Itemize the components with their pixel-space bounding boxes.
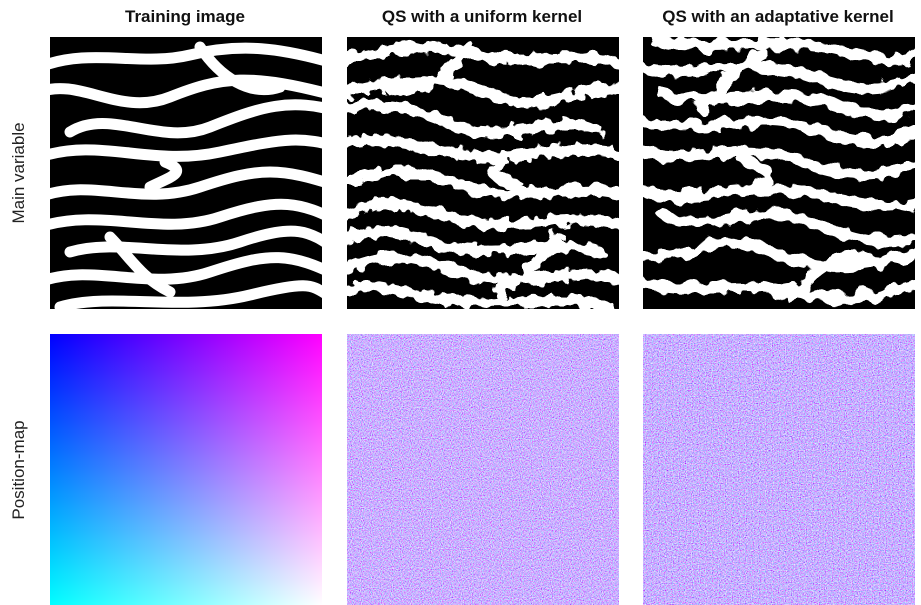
simulation-adaptative [633, 37, 921, 309]
column-title: QS with a uniform kernel [382, 7, 582, 26]
training-image [40, 37, 340, 309]
position-map-adaptative [643, 334, 915, 605]
simulation-uniform [329, 37, 629, 309]
row-label: Main variable [9, 122, 28, 223]
column-title: QS with an adaptative kernel [662, 7, 893, 26]
row-label: Position-map [9, 420, 28, 519]
position-map-training [50, 334, 322, 605]
column-title: Training image [125, 7, 245, 26]
figure: Training image QS with a uniform kernel … [0, 0, 921, 605]
position-map-uniform [347, 334, 619, 605]
page: Training image QS with a uniform kernel … [0, 0, 921, 605]
